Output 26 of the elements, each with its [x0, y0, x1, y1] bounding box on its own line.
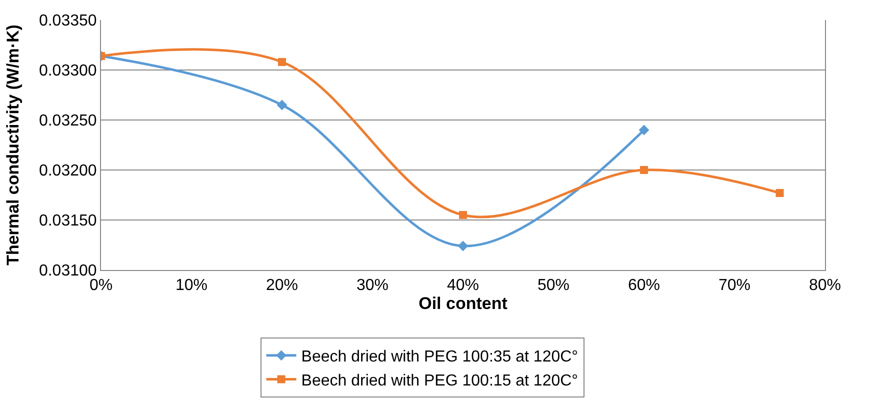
y-tick-label: 0.03150: [38, 212, 97, 230]
y-axis-title: Thermal conductivity (W/m·K): [4, 24, 23, 266]
x-tick-label: 40%: [446, 277, 480, 294]
point: [458, 240, 468, 252]
point: [459, 211, 467, 219]
x-tick-label: 0%: [89, 277, 113, 294]
y-tick-label: 0.03200: [38, 162, 97, 180]
legend-label: Beech dried with PEG 100:35 at 120C°: [301, 348, 578, 366]
x-tick-label: 60%: [628, 277, 660, 294]
point: [276, 100, 288, 110]
y-tick-label: 0.03300: [38, 62, 97, 80]
legend-label: Beech dried with PEG 100:15 at 120C°: [301, 372, 578, 390]
x-tick-label: 50%: [537, 277, 570, 294]
x-tick-label: 20%: [266, 277, 298, 294]
point: [776, 189, 784, 197]
y-tick-label: 0.03350: [38, 12, 97, 30]
point: [638, 124, 650, 136]
x-tick-label: 10%: [175, 277, 208, 294]
point: [640, 166, 648, 174]
y-tick-label: 0.03100: [38, 262, 97, 280]
x-tick-label: 70%: [718, 277, 751, 294]
y-tick-label: 0.03250: [38, 112, 97, 130]
point: [278, 58, 286, 66]
x-axis-title: Oil content: [418, 294, 508, 314]
x-tick-label: 80%: [808, 277, 842, 294]
x-tick-label: 30%: [356, 277, 389, 294]
